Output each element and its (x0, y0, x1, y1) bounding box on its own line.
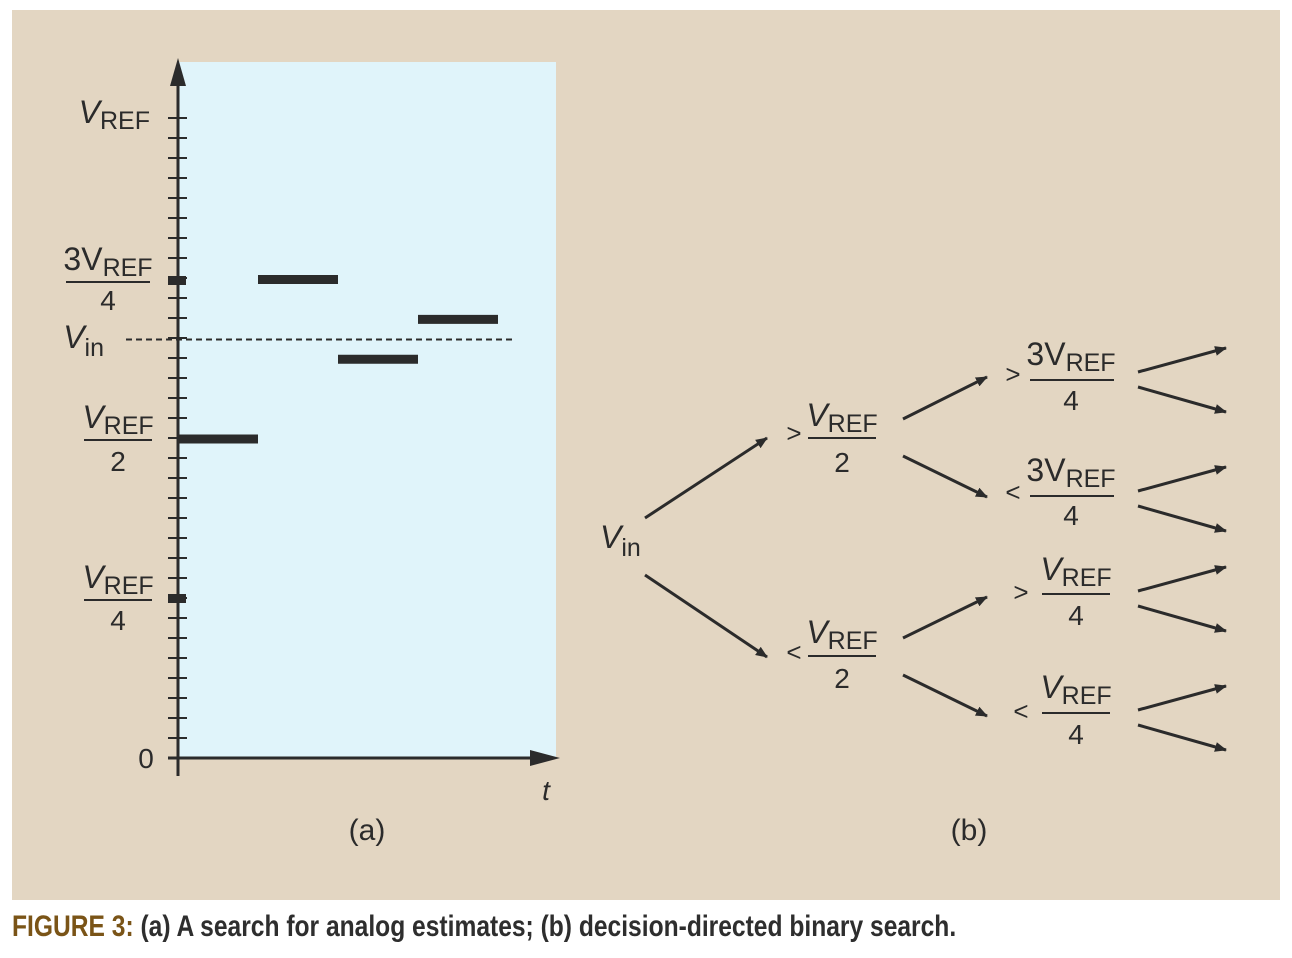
svg-text:VREF: VREF (1040, 669, 1111, 710)
x-axis-label: t (542, 775, 551, 806)
step-levels (178, 275, 498, 444)
svg-text:4: 4 (1068, 600, 1084, 631)
svg-text:2: 2 (834, 447, 850, 478)
svg-text:VREF: VREF (1040, 551, 1111, 592)
arrow-l1b-down (902, 673, 988, 718)
x-axis-arrow (530, 750, 560, 766)
arrow-l1a-down (902, 454, 988, 499)
step-level-1 (178, 434, 258, 444)
plot-area (178, 62, 556, 758)
arrow-l1a-up (902, 375, 988, 421)
ytick-vref: VREF (79, 94, 150, 135)
svg-text:<: < (786, 637, 801, 667)
arrow-root-down (644, 573, 768, 659)
svg-text:VREF: VREF (82, 559, 153, 600)
arrow-leaf-3a (1137, 565, 1227, 593)
arrow-leaf-2a (1137, 465, 1227, 493)
panel-a-label: (a) (349, 814, 386, 847)
node-lt-3vref-over-4: < 3VREF 4 (1005, 452, 1115, 531)
tree-root-vin: Vin (600, 519, 641, 562)
svg-text:4: 4 (100, 285, 116, 316)
arrow-leaf-1b (1137, 385, 1227, 414)
figure-caption: FIGURE 3: (a) A search for analog estima… (12, 910, 1053, 950)
svg-text:>: > (1013, 577, 1028, 607)
step-level-3 (338, 354, 418, 364)
y-axis-arrow (170, 58, 186, 86)
node-lt-vref-over-2: < VREF 2 (786, 614, 877, 694)
arrow-leaf-1a (1137, 346, 1227, 374)
ytick-3vref-over-4: 3VREF 4 (63, 241, 152, 316)
svg-text:<: < (1005, 477, 1020, 507)
svg-text:4: 4 (1063, 500, 1079, 531)
svg-text:VREF: VREF (806, 614, 877, 655)
arrow-leaf-4a (1137, 684, 1227, 712)
step-level-2 (258, 275, 338, 284)
major-tick-vref4 (168, 594, 186, 603)
svg-text:3VREF: 3VREF (1026, 452, 1115, 493)
svg-text:2: 2 (110, 446, 126, 477)
svg-text:4: 4 (1063, 385, 1079, 416)
svg-text:>: > (1005, 359, 1020, 389)
arrow-l1b-up (902, 595, 988, 640)
panel-b-label: (b) (951, 814, 988, 847)
svg-text:<: < (1013, 696, 1028, 726)
node-gt-3vref-over-4: > 3VREF 4 (1005, 336, 1115, 416)
caption-label: FIGURE 3: (12, 910, 134, 943)
svg-text:3VREF: 3VREF (1026, 336, 1115, 377)
svg-text:VREF: VREF (82, 399, 153, 440)
arrow-leaf-3b (1137, 604, 1227, 633)
arrow-leaf-2b (1137, 504, 1227, 533)
ytick-vin: Vin (63, 319, 104, 362)
ytick-vref-over-4: VREF 4 (82, 559, 153, 636)
arrow-root-up (644, 436, 768, 520)
arrow-leaf-4b (1137, 723, 1227, 752)
svg-text:VREF: VREF (806, 397, 877, 438)
svg-text:>: > (786, 418, 801, 448)
ytick-zero: 0 (138, 743, 154, 774)
node-gt-vref-over-2: > VREF 2 (786, 397, 877, 478)
svg-text:2: 2 (834, 663, 850, 694)
major-tick-3vref4 (168, 276, 186, 285)
ytick-vref-over-2: VREF 2 (82, 399, 153, 477)
svg-text:4: 4 (1068, 719, 1084, 750)
node-gt-vref-over-4: > VREF 4 (1013, 551, 1111, 631)
svg-text:4: 4 (110, 605, 126, 636)
step-level-4 (418, 314, 498, 324)
svg-text:3VREF: 3VREF (63, 241, 152, 282)
node-lt-vref-over-4: < VREF 4 (1013, 669, 1111, 750)
caption-text: (a) A search for analog estimates; (b) d… (133, 910, 957, 943)
